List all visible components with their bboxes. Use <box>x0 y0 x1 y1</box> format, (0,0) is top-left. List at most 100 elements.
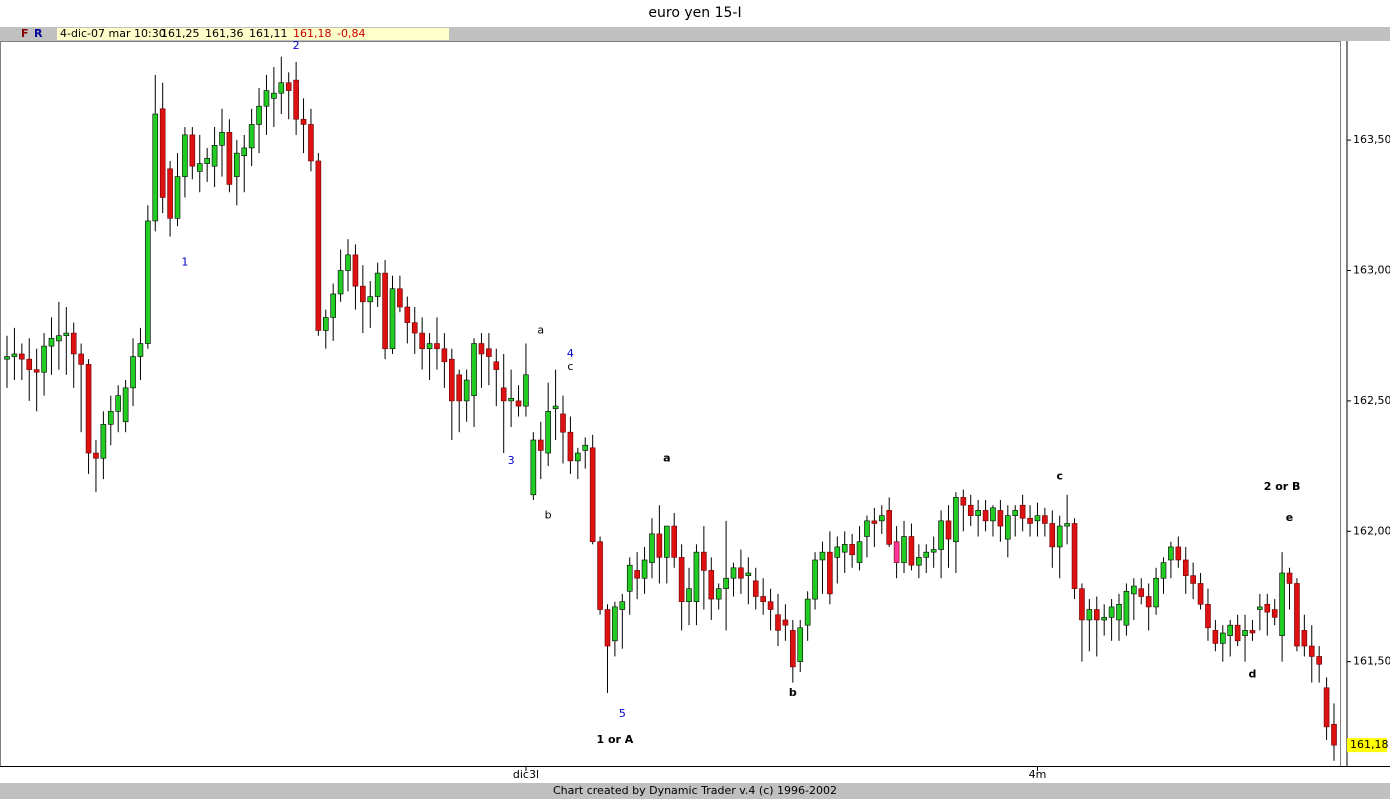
candle-body <box>26 358 33 370</box>
wave-label: b <box>545 509 552 522</box>
candle-body <box>360 285 366 303</box>
candle-body <box>1234 624 1241 642</box>
candle-body <box>701 551 707 571</box>
wave-label: 5 <box>619 707 626 720</box>
candle-body <box>1042 515 1048 524</box>
candle-body <box>293 79 299 120</box>
candle-body <box>322 317 329 331</box>
r-button[interactable]: R <box>34 27 43 40</box>
candle-body <box>523 374 529 407</box>
candle-body <box>990 507 996 522</box>
candle-body <box>107 411 114 425</box>
wave-label: 1 or A <box>596 733 633 746</box>
candle-body <box>374 272 381 297</box>
candle-body <box>449 358 455 402</box>
info-change: -0,84 <box>337 27 365 40</box>
candle-body <box>1034 515 1041 522</box>
candle-body <box>871 520 878 524</box>
candle-body <box>278 82 285 94</box>
y-tick-label: 161,50 <box>1353 655 1390 668</box>
candle-body <box>256 105 262 125</box>
footer: Chart created by Dynamic Trader v.4 (c) … <box>553 784 837 797</box>
candle-body <box>1049 523 1056 548</box>
candle-body <box>708 570 715 600</box>
candle-body <box>211 145 218 167</box>
candle-body <box>404 306 411 323</box>
candle-body <box>841 544 848 553</box>
candle-body <box>812 559 818 600</box>
candle-body <box>530 439 537 496</box>
candle-body <box>486 348 492 357</box>
candle-body <box>723 577 729 589</box>
candle-body <box>137 343 144 357</box>
candle-body <box>152 113 159 222</box>
candle-body <box>589 447 596 543</box>
candle-body <box>308 124 314 162</box>
candle-body <box>893 541 900 563</box>
candle-body <box>849 544 855 556</box>
candle-body <box>1205 604 1211 629</box>
wave-label: d <box>1249 668 1257 681</box>
candle-body <box>1323 687 1330 728</box>
candle-body <box>782 619 789 626</box>
candle-body <box>1012 510 1019 516</box>
candle-body <box>285 82 292 91</box>
candle-body <box>982 510 989 522</box>
candle-body <box>612 606 618 642</box>
candle-body <box>967 504 974 516</box>
candle-body <box>434 343 440 350</box>
candle-body <box>745 572 752 576</box>
candle-body <box>923 551 930 558</box>
candle-body <box>182 134 188 177</box>
candle-body <box>1175 546 1182 561</box>
candle-body <box>1264 604 1271 613</box>
chart-title: euro yen 15-I <box>648 5 741 21</box>
candle-body <box>1212 630 1219 644</box>
f-button[interactable]: F <box>21 27 29 40</box>
candle-body <box>508 397 514 402</box>
wave-label: c <box>567 360 573 373</box>
candle-body <box>397 288 403 308</box>
candle-body <box>656 533 663 558</box>
candle-body <box>767 601 774 610</box>
candle-body <box>1190 575 1196 584</box>
y-tick-label: 163,50 <box>1353 133 1390 146</box>
candle-body <box>493 361 500 370</box>
info-high: 161,36 <box>205 27 244 40</box>
last-price-label: 161,18 <box>1350 738 1389 751</box>
candle-body <box>426 343 433 350</box>
candle-body <box>1108 606 1115 618</box>
candle-body <box>626 564 633 592</box>
candle-body <box>411 322 418 334</box>
candle-body <box>1331 723 1337 746</box>
wave-label: a <box>663 451 670 464</box>
candle-body <box>604 609 611 647</box>
candle-body <box>738 567 744 579</box>
wave-label: b <box>789 686 797 699</box>
candle-body <box>663 525 670 558</box>
candle-body <box>389 288 396 350</box>
candle-body <box>649 533 655 563</box>
candle-body <box>916 557 922 566</box>
x-tick-label: dic3l <box>513 768 539 781</box>
candle-body <box>1116 604 1122 621</box>
candle-body <box>975 510 981 516</box>
candle-body <box>960 497 967 506</box>
candle-body <box>271 92 277 99</box>
candle-body <box>1056 525 1063 548</box>
candle-body <box>1005 515 1011 540</box>
candle-body <box>552 405 559 410</box>
footer-bar <box>0 783 1390 799</box>
candle-body <box>619 601 626 610</box>
candle-body <box>582 444 589 451</box>
candle-body <box>693 551 700 603</box>
candle-body <box>1168 546 1174 561</box>
candle-body <box>878 515 885 522</box>
title-bar <box>0 0 1390 27</box>
candle-body <box>41 345 47 373</box>
candle-body <box>790 630 796 668</box>
candle-body <box>441 348 448 363</box>
candle-body <box>537 439 544 451</box>
candle-body <box>226 131 233 185</box>
candle-body <box>597 541 603 610</box>
